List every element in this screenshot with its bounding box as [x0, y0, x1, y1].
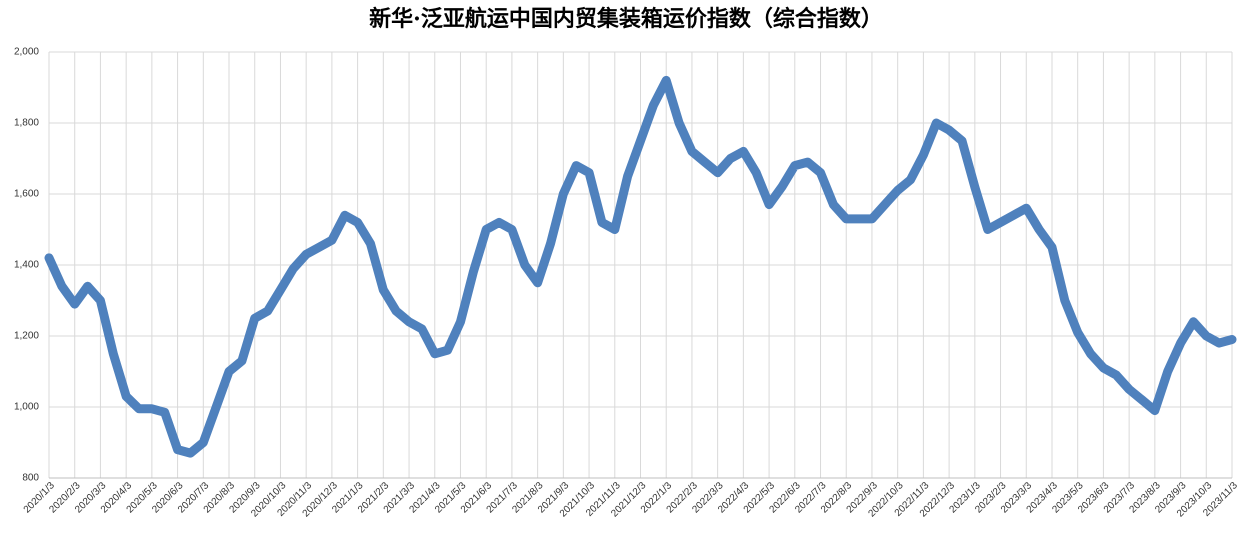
- y-tick-label: 1,600: [14, 189, 39, 200]
- y-tick-label: 1,800: [14, 118, 39, 129]
- chart-title: 新华·泛亚航运中国内贸集装箱运价指数（综合指数）: [369, 6, 883, 32]
- y-tick-label: 800: [22, 473, 39, 484]
- y-tick-label: 1,400: [14, 260, 39, 271]
- data-line: [44, 75, 1237, 458]
- y-tick-label: 2,000: [14, 47, 39, 58]
- y-tick-label: 1,200: [14, 331, 39, 342]
- y-tick-label: 1,000: [14, 402, 39, 413]
